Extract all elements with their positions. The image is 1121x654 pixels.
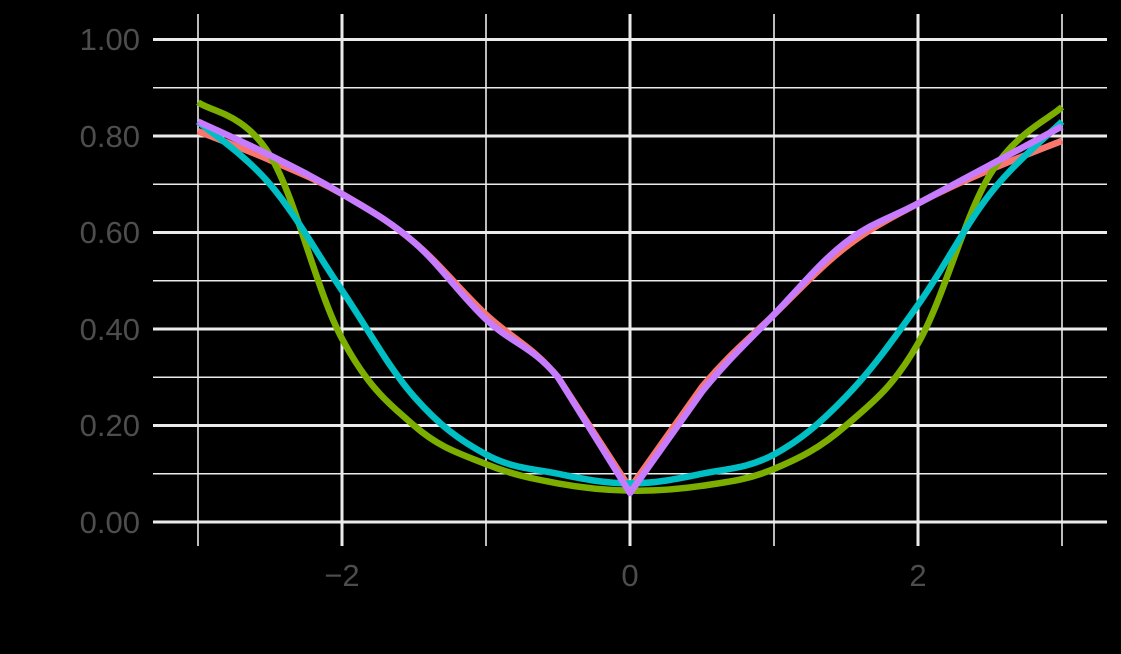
y-tick-label: 0.80: [80, 119, 140, 154]
line-series-4: [196, 118, 1064, 497]
y-tick-label: 0.40: [80, 312, 140, 347]
plot-gridlines: [153, 14, 1107, 546]
plot-series: [195, 99, 1065, 497]
y-axis: 1.00 0.80 0.60 0.40 0.20 0.00: [80, 22, 140, 540]
x-axis: −2 0 2: [324, 558, 926, 593]
line-series-3: [195, 119, 1065, 487]
y-tick-label: 0.60: [80, 215, 140, 250]
x-tick-label: 2: [909, 558, 926, 593]
x-tick-label: 0: [621, 558, 638, 593]
y-tick-label: 0.00: [80, 505, 140, 540]
y-tick-label: 0.20: [80, 408, 140, 443]
y-tick-label: 1.00: [80, 22, 140, 57]
x-tick-label: −2: [324, 558, 359, 593]
